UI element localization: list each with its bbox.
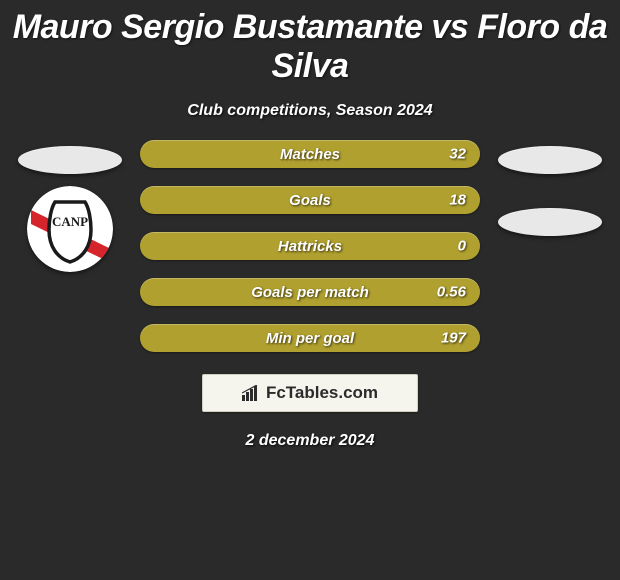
stat-value: 0.56 bbox=[437, 284, 466, 301]
stat-value: 0 bbox=[458, 238, 466, 255]
stat-row-goals: Goals 18 bbox=[140, 186, 480, 214]
svg-text:CANP: CANP bbox=[52, 214, 88, 229]
stat-row-matches: Matches 32 bbox=[140, 140, 480, 168]
stat-label: Matches bbox=[280, 146, 340, 163]
left-column: CANP bbox=[18, 140, 122, 272]
page-title: Mauro Sergio Bustamante vs Floro da Silv… bbox=[0, 0, 620, 88]
subtitle: Club competitions, Season 2024 bbox=[0, 102, 620, 120]
stat-row-min-per-goal: Min per goal 197 bbox=[140, 324, 480, 352]
stat-value: 32 bbox=[449, 146, 466, 163]
right-column bbox=[498, 140, 602, 236]
date-text: 2 december 2024 bbox=[0, 432, 620, 450]
content-row: CANP Matches 32 Goals 18 Hattricks 0 Goa… bbox=[0, 140, 620, 352]
left-crest: CANP bbox=[27, 186, 113, 272]
brand-badge[interactable]: FcTables.com bbox=[202, 374, 418, 412]
club-crest-icon: CANP bbox=[27, 186, 113, 272]
left-ellipse bbox=[18, 146, 122, 174]
stat-row-goals-per-match: Goals per match 0.56 bbox=[140, 278, 480, 306]
stat-value: 197 bbox=[441, 330, 466, 347]
brand-text: FcTables.com bbox=[242, 383, 378, 403]
stat-value: 18 bbox=[449, 192, 466, 209]
stat-label: Min per goal bbox=[266, 330, 354, 347]
comparison-card: Mauro Sergio Bustamante vs Floro da Silv… bbox=[0, 0, 620, 450]
stat-row-hattricks: Hattricks 0 bbox=[140, 232, 480, 260]
stat-label: Goals per match bbox=[251, 284, 369, 301]
bar-chart-icon bbox=[242, 385, 262, 401]
right-ellipse-bottom bbox=[498, 208, 602, 236]
stat-label: Goals bbox=[289, 192, 331, 209]
right-ellipse-top bbox=[498, 146, 602, 174]
stats-list: Matches 32 Goals 18 Hattricks 0 Goals pe… bbox=[140, 140, 480, 352]
stat-label: Hattricks bbox=[278, 238, 342, 255]
brand-label: FcTables.com bbox=[266, 383, 378, 403]
